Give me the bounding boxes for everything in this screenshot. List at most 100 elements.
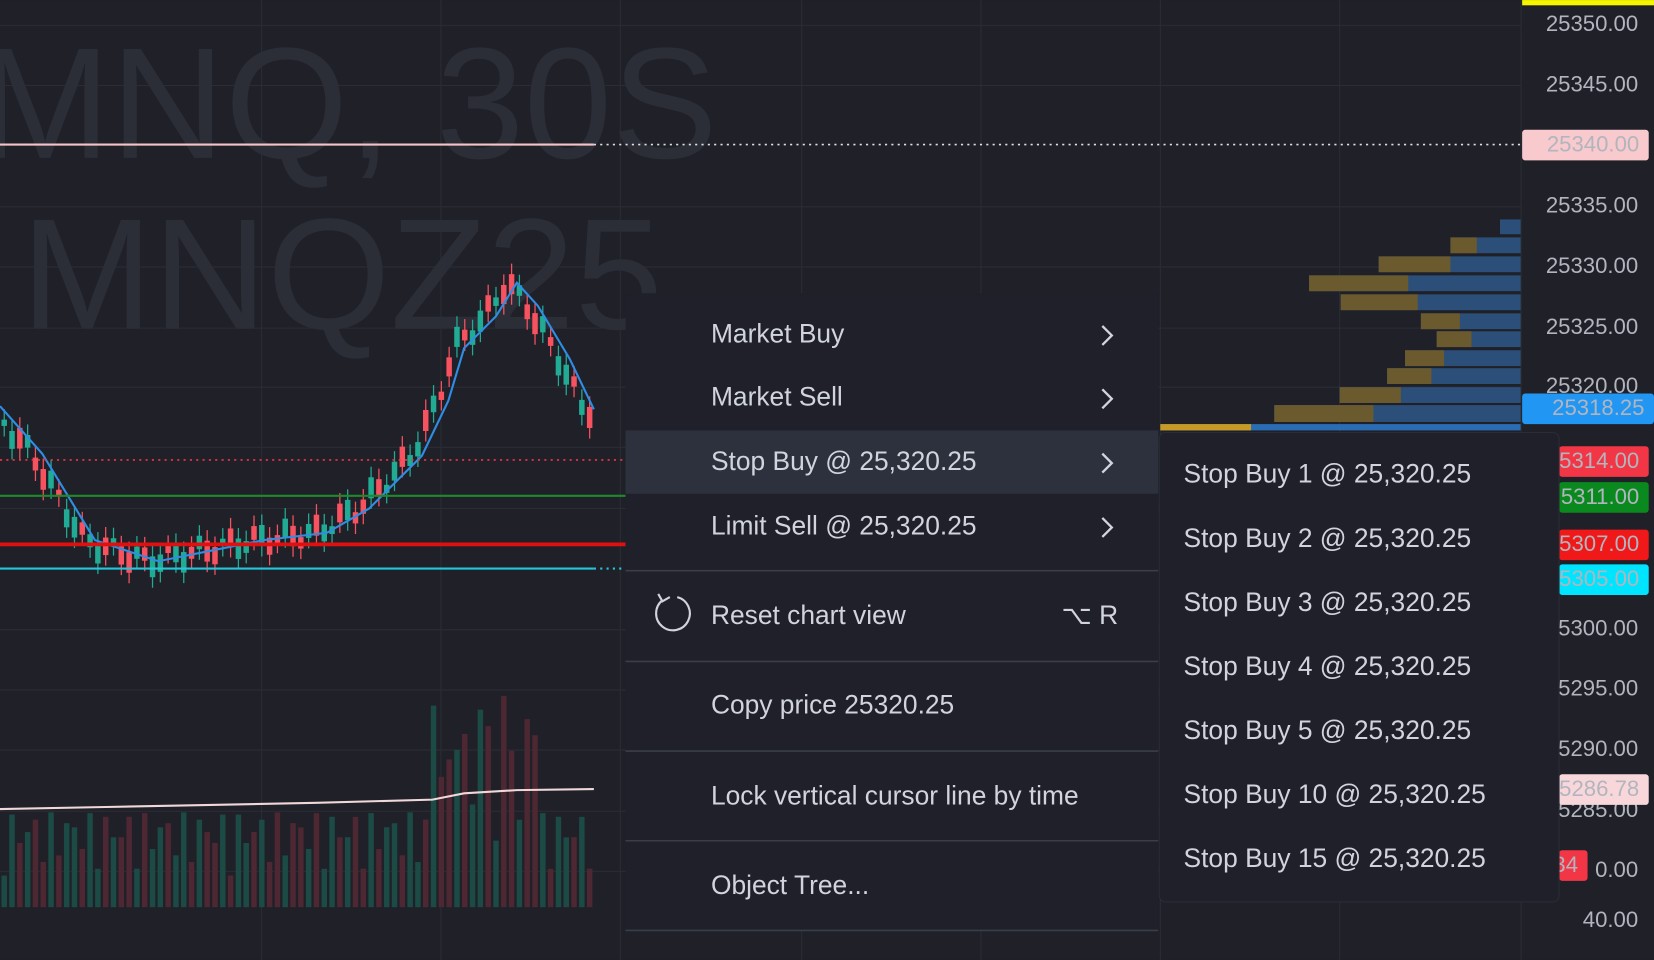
volume-bar — [79, 848, 86, 908]
price-label: 25330.00 — [1546, 253, 1638, 278]
axis-highlight — [1522, 0, 1654, 6]
volume-bar — [399, 855, 406, 908]
candle-body — [454, 326, 460, 347]
candle-body — [71, 516, 78, 538]
candle-body — [337, 503, 343, 523]
candle-body — [391, 461, 398, 481]
watermark-symbol: MNQ, 30S — [0, 15, 717, 192]
volume-bar — [579, 816, 585, 908]
candle-body — [251, 526, 257, 540]
candle-body — [407, 455, 413, 467]
volume-bars — [1, 695, 593, 908]
price-tag-label: 5314.00 — [1559, 448, 1639, 473]
price-label: 5295.00 — [1558, 676, 1638, 701]
price-tag-label: 5305.00 — [1559, 566, 1639, 591]
candle-body — [579, 399, 585, 415]
candle-body — [48, 470, 54, 489]
menu-item[interactable]: Limit Sell @ 25,320.25 — [711, 510, 977, 540]
submenu-item[interactable]: Stop Buy 2 @ 25,320.25 — [1184, 523, 1472, 553]
volume-bar — [540, 813, 546, 908]
candle-body — [188, 546, 195, 559]
submenu-item[interactable]: Stop Buy 10 @ 25,320.25 — [1184, 779, 1486, 809]
price-label: 25325.00 — [1546, 314, 1638, 339]
candle-body — [141, 547, 148, 561]
menu-item[interactable]: Object Tree... — [711, 870, 869, 900]
candle-body — [383, 484, 390, 493]
price-tag-label: 25340.00 — [1547, 131, 1639, 156]
menu-item[interactable]: Lock vertical cursor line by time — [711, 780, 1079, 810]
candle-body — [118, 546, 125, 565]
menu-item[interactable]: Market Buy — [711, 318, 845, 348]
submenu-item[interactable]: Stop Buy 15 @ 25,320.25 — [1184, 843, 1486, 873]
candle-body — [212, 547, 218, 565]
volume-bar — [165, 823, 171, 908]
candle-body — [157, 554, 164, 572]
volume-bar — [368, 813, 374, 908]
candle-body — [422, 409, 429, 432]
submenu-item[interactable]: Stop Buy 5 @ 25,320.25 — [1184, 715, 1472, 745]
volume-bar — [516, 819, 523, 908]
volume-bar — [298, 827, 304, 908]
candle-body — [149, 556, 156, 578]
volume-bar — [235, 814, 242, 908]
submenu-arrow — [1101, 325, 1114, 346]
price-label: 5290.00 — [1558, 736, 1638, 761]
price-tag — [1559, 446, 1649, 477]
volume-bar — [266, 861, 273, 908]
submenu-item[interactable]: Stop Buy 1 @ 25,320.25 — [1184, 459, 1472, 489]
volume-bar — [40, 861, 46, 908]
submenu-item[interactable]: Stop Buy 4 @ 25,320.25 — [1184, 651, 1472, 681]
candle-body — [305, 523, 312, 538]
candle-body — [173, 543, 179, 563]
volume-bar — [118, 837, 125, 908]
reset-icon — [655, 593, 691, 632]
volume-bar — [454, 749, 460, 908]
volume-bar — [571, 837, 577, 908]
candle-body — [87, 534, 93, 548]
context-menu: Market Buy Market Sell Stop Buy @ 25,320.2… — [625, 293, 1159, 932]
price-tag-label: 5286.78 — [1559, 776, 1639, 801]
volume-bar — [181, 812, 187, 908]
volume-bar — [102, 816, 109, 908]
submenu-item[interactable]: Stop Buy 3 @ 25,320.25 — [1184, 587, 1472, 617]
volume-bar — [313, 813, 320, 908]
menu-item[interactable]: Reset chart view — [711, 600, 907, 630]
volume-bar — [188, 862, 195, 908]
volume-bar — [173, 855, 179, 908]
candle-body — [415, 442, 421, 457]
volume-bar — [329, 816, 335, 908]
menu-item[interactable]: Market Sell — [711, 382, 843, 412]
volume-bar — [227, 875, 234, 908]
volume-bar — [9, 814, 15, 908]
submenu-arrow — [1101, 452, 1114, 474]
menu-item[interactable]: Copy price 25320.25 — [711, 690, 954, 720]
volume-bar — [446, 759, 452, 908]
volume-bar — [547, 868, 554, 908]
price-label: 25335.00 — [1546, 193, 1638, 218]
candle-body — [438, 391, 445, 400]
volume-bar — [477, 709, 484, 908]
candle-body — [399, 446, 406, 467]
volume-bar — [24, 832, 31, 908]
volume-bar — [415, 862, 421, 908]
candle-body — [110, 538, 117, 546]
menu-panel — [625, 293, 1159, 931]
volume-bar — [110, 837, 117, 908]
volume-bar — [63, 823, 70, 908]
menu-item[interactable]: Stop Buy @ 25,320.25 — [711, 446, 977, 476]
volume-bar — [259, 819, 265, 908]
volume-bar — [391, 823, 398, 908]
candle-body — [524, 304, 530, 320]
candle-body — [376, 479, 382, 496]
volume-bar — [32, 819, 39, 908]
candle-body — [266, 537, 273, 555]
volume-bar — [282, 855, 288, 908]
price-tag — [1559, 850, 1588, 881]
price-tags: 25340.00 25318.25 5314.00 5311.00 5307.00 530… — [1522, 129, 1654, 881]
price-tag-label: 5311.00 — [1561, 484, 1639, 509]
volume-bar — [462, 733, 468, 908]
volume-bar — [1, 875, 7, 908]
volume-profile — [1160, 219, 1522, 431]
volume-bar — [243, 842, 249, 908]
